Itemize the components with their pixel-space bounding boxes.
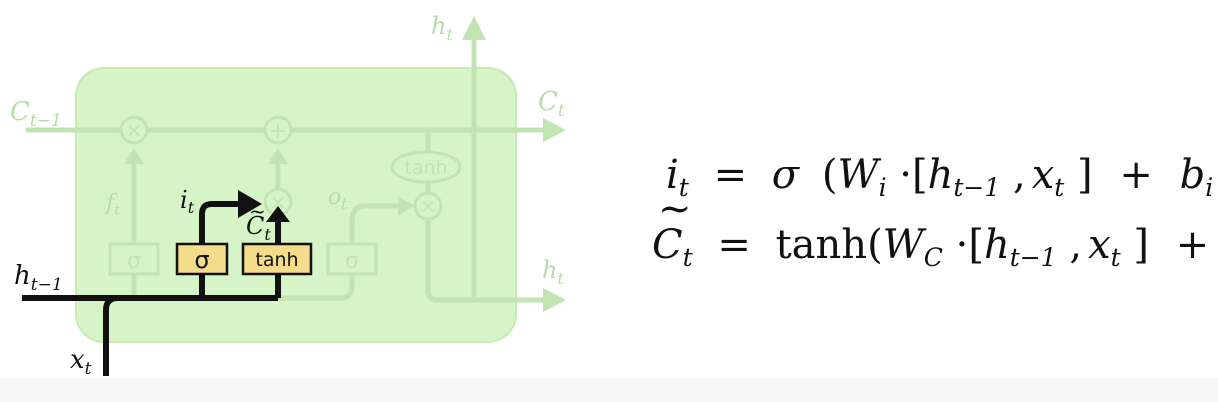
o-gate-label: ot	[328, 185, 348, 213]
i-gate-label: it	[180, 186, 195, 217]
output-multiply-op	[413, 191, 443, 221]
candidate-up-arrowhead	[266, 206, 290, 222]
c-tilde-accent: ~	[249, 199, 266, 223]
equation-input-gate: it = σ (Wi ·[ht−1 ,xt ] + bi )	[666, 152, 1218, 206]
forget-sigma-text: σ	[127, 249, 141, 274]
input-multiply-symbol: ×	[270, 190, 287, 214]
output-sigma-box	[326, 242, 378, 276]
equation-candidate: Ct = tanh(WC ·[ht−1 ,xt ] + bC )	[652, 222, 1218, 276]
forget-arrowhead	[124, 148, 144, 164]
tanh-cell-op	[390, 150, 462, 184]
candidate-tanh-text: tanh	[255, 249, 298, 271]
add-symbol: +	[269, 119, 287, 144]
h-right-line	[425, 130, 545, 303]
h-right-label: ht	[542, 256, 564, 288]
h-top-label: ht	[431, 12, 453, 44]
tanh-cell-text: tanh	[404, 157, 447, 179]
input-gate-arrowhead	[238, 190, 262, 218]
input-gate-path	[199, 201, 244, 244]
input-sigma-text: σ	[194, 246, 209, 274]
input-sigma-box	[175, 242, 229, 276]
footer-band	[0, 378, 1218, 402]
h-right-arrowhead	[543, 288, 566, 312]
cell-state-arrowhead	[543, 118, 566, 142]
forget-multiply-op	[119, 115, 149, 145]
add-arrowhead	[268, 148, 288, 164]
c-prev-label: Ct−1	[10, 97, 62, 131]
candidate-tanh-box	[241, 242, 313, 276]
equations: it = σ (Wi ·[ht−1 ,xt ] + bi ) ~ Ct = ta…	[652, 152, 1218, 276]
c-next-label: Ct	[538, 87, 565, 121]
x-input-path	[103, 295, 119, 376]
equation-candidate-tilde: ~	[658, 186, 692, 232]
forget-sigma-box	[108, 242, 160, 276]
forget-multiply-symbol: ×	[126, 118, 143, 142]
lstm-cell-diagram: × + × × tanh σ σ σ tanh Ct−1 Ct ht ht	[10, 12, 566, 379]
x-input-label: xt	[70, 345, 92, 379]
h-prev-label: ht−1	[14, 261, 63, 295]
output-sigma-text: σ	[345, 249, 359, 274]
output-multiply-symbol: ×	[420, 194, 437, 218]
h-top-arrowhead	[462, 16, 486, 40]
c-tilde-label: Ct	[246, 212, 271, 244]
output-gate-arrowhead	[398, 196, 414, 216]
add-op	[263, 115, 293, 145]
